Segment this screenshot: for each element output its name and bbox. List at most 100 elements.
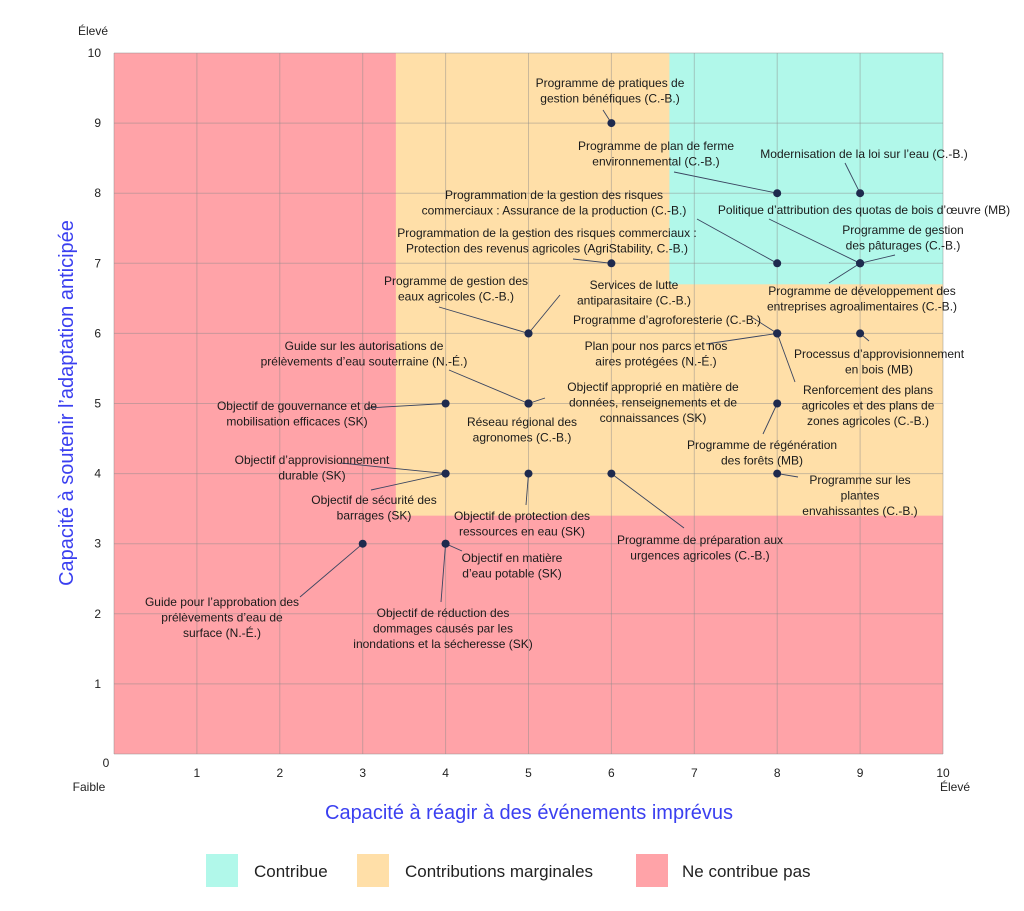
leader-line [828, 262, 861, 284]
point-label: Plan pour nos parcs et nos aires protégée… [585, 339, 728, 369]
leader-line [859, 254, 896, 264]
y-tick-label: 9 [94, 116, 101, 130]
data-point[interactable] [358, 539, 367, 548]
y-high-label: Élevé [78, 23, 108, 38]
leader-lines [299, 109, 896, 603]
point-label: Programme de gestion des pâturages (C.-B.… [842, 223, 963, 253]
point-label: Objectif approprié en matière de données,… [567, 380, 739, 425]
point-label: Programme de préparation aux urgences agr… [617, 533, 783, 563]
leader-line [438, 306, 529, 334]
data-point[interactable] [607, 259, 616, 268]
leader-line [705, 332, 778, 345]
data-point[interactable] [856, 329, 865, 338]
x-tick-label: 1 [194, 766, 201, 780]
point-label: Objectif de sécurité des barrages (SK) [311, 493, 436, 523]
legend-swatch-ne-contribue-pas [636, 854, 668, 887]
point-label: Renforcement des plans agricoles et des p… [802, 383, 935, 428]
leader-line [572, 258, 612, 264]
point-label: Objectif en matière d’eau potable (SK) [462, 551, 563, 581]
point-label: Modernisation de la loi sur l’eau (C.-B.… [760, 147, 967, 161]
leader-line [528, 294, 561, 334]
leader-line [525, 473, 529, 506]
region-contribue [669, 53, 943, 285]
data-point[interactable] [607, 469, 616, 478]
point-label: Processus d’approvisionnement en bois (MB… [794, 347, 965, 377]
point-label: Programme de plan de ferme environnementa… [578, 139, 734, 169]
data-point[interactable] [441, 469, 450, 478]
leader-line [299, 543, 363, 598]
point-label: Guide sur les autorisations de prélèvemen… [261, 339, 468, 369]
y-tick-label: 1 [94, 677, 101, 691]
point-label: Programmation de la gestion des risques … [397, 226, 696, 256]
y-tick-label: 4 [94, 467, 101, 481]
legend-swatch-marginales [357, 854, 389, 887]
x-tick-label: 6 [608, 766, 615, 780]
data-point[interactable] [773, 189, 782, 198]
x-tick-label: 8 [774, 766, 781, 780]
data-point[interactable] [441, 539, 450, 548]
leader-line [673, 171, 778, 194]
x-tick-label: 3 [359, 766, 366, 780]
data-point[interactable] [773, 399, 782, 408]
y-tick-label: 10 [88, 46, 102, 60]
x-low-label: Faible [73, 780, 106, 794]
point-label: Objectif de protection des ressources en … [454, 509, 590, 539]
x-tick-label: 0 [103, 756, 110, 770]
point-label: Programme d’agroforesterie (C.-B.) [573, 313, 761, 327]
data-point[interactable] [773, 259, 782, 268]
data-point[interactable] [856, 189, 865, 198]
point-label: Objectif d’approvisionnement durable (SK) [235, 453, 390, 483]
leader-line [762, 403, 778, 435]
ticks: 0 1 2 3 4 5 6 7 8 9 10 1 2 3 4 5 6 7 8 9 10 [88, 46, 950, 780]
point-label: Programme de développement des entreprise… [767, 284, 957, 314]
y-tick-label: 7 [94, 256, 101, 270]
data-point[interactable] [773, 329, 782, 338]
legend-label-marginales: Contributions marginales [405, 862, 593, 881]
y-tick-label: 3 [94, 537, 101, 551]
leader-line [752, 317, 778, 334]
point-label: Réseau régional des agronomes (C.-B.) [467, 415, 577, 445]
point-label: Programme sur les plantes envahissantes (C… [802, 473, 917, 518]
leader-line [844, 162, 861, 194]
data-point[interactable] [524, 399, 533, 408]
data-point[interactable] [773, 469, 782, 478]
y-tick-label: 5 [94, 397, 101, 411]
leader-line [440, 543, 447, 603]
data-point[interactable] [607, 119, 616, 128]
x-tick-label: 4 [442, 766, 449, 780]
y-axis-title: Capacité à soutenir l’adaptation anticip… [56, 220, 78, 586]
points [358, 119, 865, 548]
y-tick-label: 8 [94, 186, 101, 200]
leader-line [696, 218, 778, 264]
data-point[interactable] [856, 259, 865, 268]
x-tick-label: 7 [691, 766, 698, 780]
x-tick-label: 10 [936, 766, 950, 780]
legend-swatch-contribue [206, 854, 238, 887]
leader-line [611, 473, 685, 529]
legend-label-ne-contribue-pas: Ne contribue pas [682, 862, 811, 881]
x-axis-title: Capacité à réagir à des événements impré… [325, 802, 733, 824]
y-tick-label: 2 [94, 607, 101, 621]
leader-line [366, 403, 446, 409]
point-label: Programme de gestion des eaux agricoles (… [384, 274, 528, 304]
x-tick-label: 9 [857, 766, 864, 780]
point-label: Programme de régénération des forêts (MB) [687, 438, 837, 468]
point-label: Programmation de la gestion des risques c… [422, 188, 687, 218]
x-tick-label: 2 [276, 766, 283, 780]
leader-line [370, 473, 446, 491]
leader-line [340, 462, 446, 475]
regions [114, 53, 943, 754]
data-point[interactable] [441, 399, 450, 408]
x-tick-label: 5 [525, 766, 532, 780]
point-label: Politique d’attribution des quotas de bo… [718, 203, 1010, 217]
leader-line [448, 369, 529, 404]
point-label: Guide pour l’approbation des prélèvements… [145, 595, 299, 640]
data-point[interactable] [524, 469, 533, 478]
leader-line [776, 333, 796, 383]
y-tick-label: 6 [94, 326, 101, 340]
point-label: Objectif de réduction des dommages causés… [353, 606, 532, 651]
point-label: Programme de pratiques de gestion bénéfiq… [536, 76, 685, 106]
point-labels: Programme de pratiques de gestion bénéfiq… [145, 76, 1010, 651]
data-point[interactable] [524, 329, 533, 338]
